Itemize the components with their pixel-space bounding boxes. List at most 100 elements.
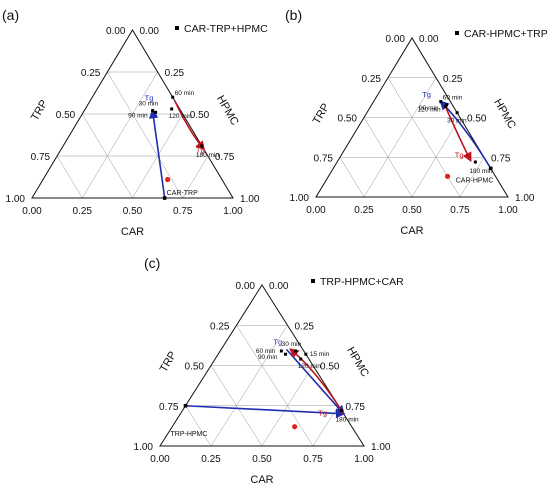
tick-label-hpmc: 0.50	[320, 362, 340, 373]
tg-label: Tg	[455, 150, 464, 159]
time-point-label: 60 min	[443, 95, 463, 102]
tick-label-trp: 1.00	[134, 442, 154, 453]
tick-label-hpmc: 0.50	[190, 110, 210, 121]
gridline	[411, 117, 461, 198]
gridline	[56, 155, 83, 199]
tick-label-car: 0.75	[450, 205, 470, 216]
tick-label-trp: 0.75	[159, 402, 179, 413]
time-point-marker	[299, 357, 303, 361]
gridline	[132, 113, 183, 199]
tick-label-hpmc: 0.75	[491, 153, 511, 164]
panel-b: (b) CAR-HPMC+TRP 0.00 0.25 0.50 0.75 1.000.0…	[285, 7, 548, 237]
gridline	[339, 157, 365, 198]
gridline	[107, 71, 183, 199]
tick-label-car: 0.75	[303, 454, 323, 465]
time-point-marker	[445, 103, 449, 107]
tick-label-car: 0.50	[252, 454, 272, 465]
time-point-marker	[170, 107, 174, 111]
tick-label-trp: 0.75	[314, 153, 334, 164]
tick-label-car: 0.25	[354, 205, 374, 216]
axis-title-trp: TRP	[29, 98, 50, 123]
legend-marker	[455, 31, 459, 35]
start-point-label: CAR-TRP	[167, 190, 198, 197]
tick-label-car: 0.25	[201, 454, 221, 465]
time-point-label: 120 min	[298, 363, 322, 370]
time-point-marker	[473, 160, 477, 164]
axis-title-hpmc: HPMC	[344, 345, 371, 379]
gridline	[236, 325, 314, 447]
panel-label: (c)	[144, 255, 160, 271]
gridline	[261, 365, 314, 447]
red-point	[444, 173, 451, 179]
tick-label-hpmc: 1.00	[371, 442, 391, 453]
gridline	[82, 71, 158, 199]
gridline	[363, 117, 413, 198]
tick-label-hpmc: 0.00	[269, 281, 289, 292]
tick-label-hpmc: 0.00	[140, 26, 160, 37]
time-point-label: 30 min	[282, 341, 302, 348]
tick-label-trp: 0.75	[31, 152, 51, 163]
tick-label-hpmc: 0.25	[165, 68, 185, 79]
tick-label-hpmc: 0.75	[346, 402, 366, 413]
axis-title-car: CAR	[121, 226, 144, 238]
time-point-marker	[200, 144, 204, 148]
gridline	[363, 77, 437, 198]
axis-title-car: CAR	[250, 474, 273, 486]
time-point-marker	[439, 100, 443, 104]
time-point-label: 180 min	[469, 168, 493, 175]
tick-label-trp: 0.25	[210, 321, 230, 332]
tg-label: Tg	[422, 90, 431, 99]
gridline	[210, 365, 263, 447]
start-point-marker	[488, 166, 493, 171]
panel-c: (c) TRP-HPMC+CAR 0.00 0.25 0.50 0.75 1.000.0…	[134, 255, 405, 486]
tg-label: Tg	[318, 408, 327, 417]
time-point-label: 90 min	[258, 354, 278, 361]
red-trajectory	[289, 348, 345, 415]
tick-label-trp: 0.25	[81, 68, 101, 79]
triangle-outline	[315, 37, 509, 198]
tg-label: Tg	[196, 146, 205, 155]
tick-label-trp: 1.00	[6, 194, 26, 205]
gridline	[312, 405, 339, 447]
tick-label-trp: 0.50	[185, 362, 205, 373]
tick-label-hpmc: 0.00	[419, 34, 439, 45]
red-trajectory	[443, 104, 472, 163]
tick-label-trp: 0.25	[362, 74, 382, 85]
time-point-label: 120 min	[417, 106, 441, 113]
tick-label-car: 0.00	[150, 454, 170, 465]
time-point-label: 120 min	[169, 113, 193, 120]
tick-label-car: 0.50	[402, 205, 422, 216]
tick-label-car: 0.50	[123, 206, 143, 217]
legend-entry: CAR-HPMC+TRP	[464, 28, 548, 40]
time-point-marker	[154, 110, 158, 114]
triangle-outline	[31, 29, 234, 199]
time-point-label: 15 min	[310, 351, 330, 358]
axis-title-hpmc: HPMC	[214, 93, 241, 127]
tick-label-hpmc: 0.25	[443, 74, 463, 85]
start-point-marker	[183, 403, 188, 408]
red-point	[165, 176, 171, 183]
tick-label-hpmc: 0.75	[215, 152, 235, 163]
tick-label-car: 0.25	[73, 206, 93, 217]
time-point-marker	[151, 109, 155, 113]
tick-label-car: 1.00	[498, 205, 518, 216]
time-point-marker	[304, 352, 308, 356]
time-point-label: 90 min	[419, 105, 439, 112]
start-point-marker	[162, 196, 167, 200]
legend-entry: CAR-TRP+HPMC	[184, 23, 268, 35]
time-point-label: 180 min	[196, 152, 220, 159]
gridline	[210, 325, 288, 447]
tick-label-car: 1.00	[223, 206, 243, 217]
axis-title-trp: TRP	[311, 101, 332, 126]
tick-label-car: 1.00	[354, 454, 374, 465]
tick-label-hpmc: 0.50	[467, 114, 487, 125]
time-point-marker	[283, 352, 287, 356]
time-point-marker	[294, 349, 298, 353]
tick-label-trp: 0.00	[236, 281, 256, 292]
tick-label-car: 0.00	[22, 206, 42, 217]
axis-title-trp: TRP	[158, 349, 179, 374]
gridline	[459, 157, 485, 198]
blue-trajectory	[185, 404, 346, 419]
panel-label: (b)	[285, 7, 302, 23]
legend-marker	[175, 26, 179, 30]
